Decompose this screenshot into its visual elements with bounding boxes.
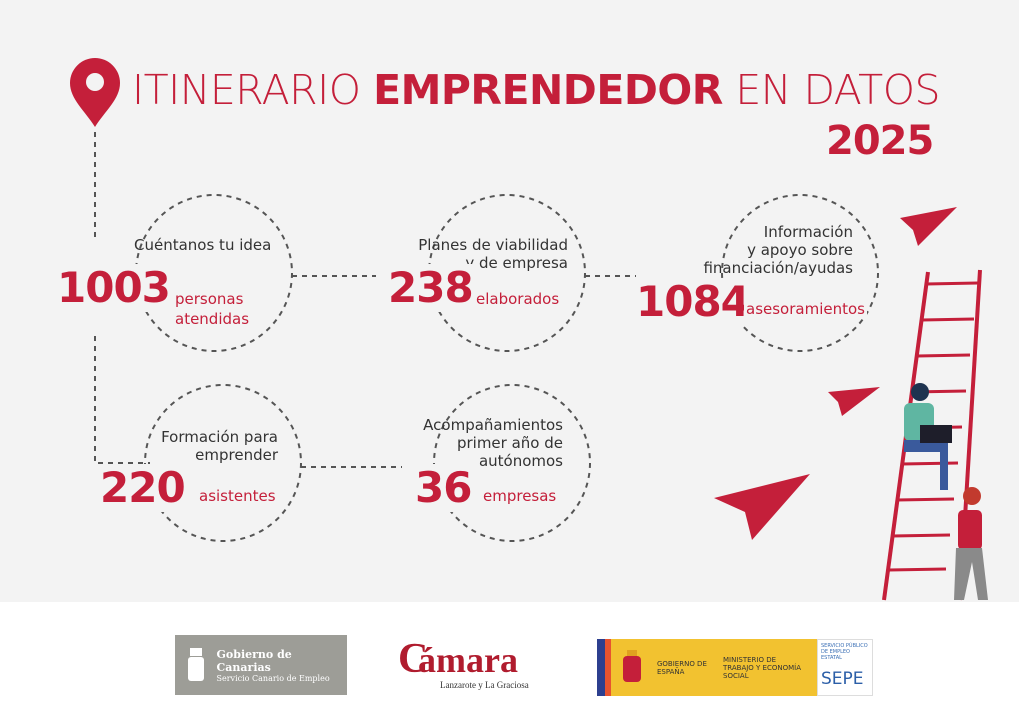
decorations — [70, 58, 988, 601]
stat-value: 36 — [411, 464, 476, 512]
circle-5 — [433, 384, 591, 542]
circle-3 — [721, 194, 879, 352]
stat-value: 238 — [384, 264, 477, 312]
sepe-subtext: SERVICIO PÚBLICO DE EMPLEO ESTATAL — [821, 643, 868, 661]
map-pin-icon — [70, 58, 120, 127]
stat-label: Información y apoyo sobre financiación/ayu… — [703, 223, 853, 277]
title-part: EN DATOS — [722, 66, 941, 114]
title-bold: EMPRENDEDOR — [373, 66, 723, 114]
year: 2025 — [826, 118, 934, 164]
stat-label: Planes de viabilidad y de empresa — [418, 236, 568, 272]
logo-text: GOBIERNO DE ESPAÑA — [657, 659, 707, 676]
stat-label: Formación para emprender — [161, 428, 278, 464]
gobierno-canarias-logo: Gobierno de Canarias Servicio Canario de … — [175, 635, 347, 695]
stat-value: 1003 — [53, 264, 174, 312]
logo-subtext: Servicio Canario de Empleo — [216, 673, 330, 683]
logo-subtext: Lanzarote y La Graciosa — [440, 680, 529, 690]
stat-label: Acompañamientos primer año de autónomos — [423, 416, 563, 470]
camara-logo: C ámara Lanzarote y La Graciosa — [398, 636, 548, 693]
logo-text: MINISTERIO DE TRABAJO Y ECONOMÍA SOCIAL — [723, 655, 801, 680]
spain-coat-of-arms-icon — [623, 649, 641, 682]
stat-value: 220 — [96, 464, 189, 512]
logo-text: Gobierno de Canarias — [216, 647, 292, 674]
circle-4 — [144, 384, 302, 542]
logo-text: ámara — [418, 640, 518, 680]
coat-of-arms-icon — [188, 648, 204, 681]
person-with-laptop-illustration — [904, 383, 952, 490]
paper-plane-icon — [714, 207, 957, 540]
eu-flag-stripe — [597, 639, 605, 696]
flag-stripe — [605, 639, 611, 696]
logo-letter: C — [398, 636, 429, 682]
connector — [94, 132, 636, 468]
stat-value: 1084 — [632, 278, 753, 326]
gobierno-espana-logo: GOBIERNO DE ESPAÑA MINISTERIO DE TRABAJO… — [597, 639, 873, 696]
title-part: ITINERARIO — [132, 66, 374, 114]
sepe-text: SEPE — [821, 669, 864, 689]
stat-unit: elaborados — [474, 289, 562, 309]
stat-label: Cuéntanos tu idea — [134, 236, 272, 254]
stat-unit: empresas — [481, 486, 559, 506]
stat-unit: personas atendidas — [173, 289, 252, 329]
stat-unit: asistentes — [197, 486, 278, 506]
stat-unit: asesoramientos — [744, 299, 867, 319]
page-title: ITINERARIO EMPRENDEDOR EN DATOS — [132, 66, 941, 114]
person-climbing-illustration — [954, 487, 988, 600]
sponsor-footer: Gobierno de Canarias Servicio Canario de … — [0, 602, 1019, 720]
